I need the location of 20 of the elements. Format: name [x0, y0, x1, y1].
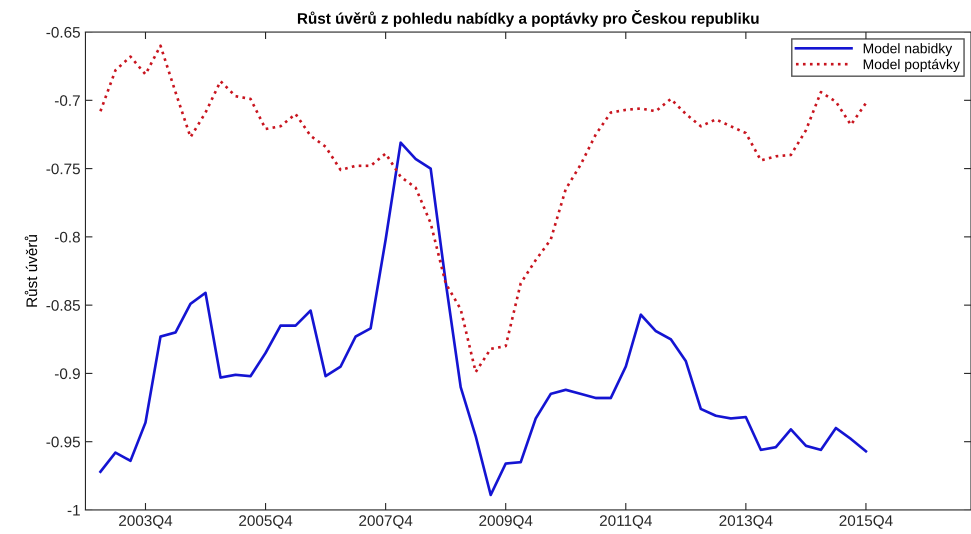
x-tick-label: 2015Q4 [840, 515, 893, 529]
y-tick-label: -1 [68, 504, 80, 516]
y-tick-label: -0.95 [46, 436, 80, 448]
x-tick-label: 2009Q4 [479, 515, 532, 529]
y-tick-label: -0.9 [54, 368, 80, 380]
x-tick-label: 2007Q4 [359, 515, 412, 529]
y-axis-title: Růst úvěrů [24, 235, 38, 307]
y-tick-label: -0.75 [46, 163, 80, 174]
y-tick-label: -0.8 [54, 232, 80, 243]
y-tick-label: -0.7 [54, 95, 80, 106]
legend-label: Model nabidky [864, 43, 952, 56]
chart-title: Růst úvěrů z pohledu nabídky a poptávky pro Českou republiku [298, 10, 759, 27]
line-series [99, 141, 868, 496]
y-tick-label: -0.85 [46, 300, 80, 311]
x-tick-label: 2011Q4 [600, 515, 652, 529]
x-tick-label: 2013Q4 [719, 515, 773, 529]
legend-label: Model poptávky [864, 58, 960, 72]
x-tick-label: 2003Q4 [119, 515, 172, 529]
y-tick-label: -0.65 [46, 26, 80, 38]
x-tick-label: 2005Q4 [239, 515, 292, 529]
